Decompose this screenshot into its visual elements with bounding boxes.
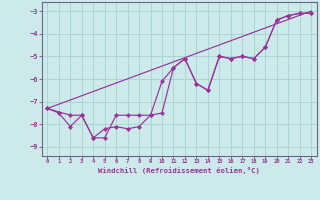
X-axis label: Windchill (Refroidissement éolien,°C): Windchill (Refroidissement éolien,°C) bbox=[98, 167, 260, 174]
